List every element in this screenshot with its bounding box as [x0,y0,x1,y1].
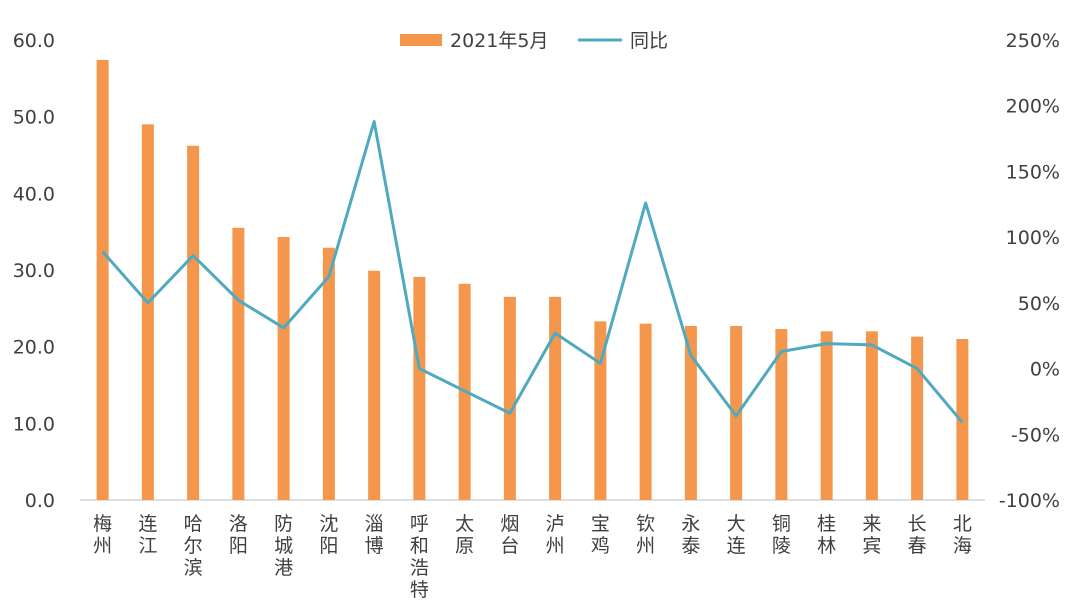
bar [594,321,607,500]
category-label: 呼和浩特 [410,513,429,601]
bar [503,296,516,500]
legend-bar-swatch [400,34,442,46]
bar [368,270,381,500]
bar [865,331,878,500]
left-tick-label: 20.0 [13,337,55,359]
axes: 0.0 10.0 20.0 30.0 40.0 50.0 60.0 -100% -50% 0% 50… [13,30,1060,601]
category-label: 连江 [138,513,157,557]
right-tick-label: 200% [1006,96,1060,118]
category-label: 钦州 [636,513,655,557]
category-label: 铜陵 [772,513,791,557]
category-label: 防城港 [274,513,293,579]
category-label: 沈阳 [319,513,338,557]
category-label: 桂林 [817,513,836,557]
legend-bar-label: 2021年5月 [450,30,548,52]
left-tick-label: 10.0 [13,413,55,435]
legend-line-label: 同比 [630,30,668,52]
bar [187,145,200,501]
bar-series [96,59,969,501]
right-tick-label: 50% [1018,293,1060,315]
legend: 2021年5月 同比 [400,30,668,52]
category-label: 长春 [908,513,927,557]
bar [775,329,788,500]
category-label: 泸州 [546,513,565,557]
category-label: 大连 [727,513,746,557]
bar [277,237,290,501]
left-tick-label: 50.0 [13,107,55,129]
left-tick-label: 40.0 [13,183,55,205]
category-label: 永泰 [681,513,700,557]
category-label: 来宾 [862,513,881,557]
right-tick-label: 250% [1006,30,1060,52]
line-series [101,119,964,424]
bar [96,59,109,500]
category-label: 北海 [953,513,972,557]
bar [232,227,245,501]
bar [820,331,833,500]
category-label: 梅州 [93,513,112,557]
bar [549,296,562,500]
right-tick-label: -100% [999,490,1060,512]
bar [911,336,924,500]
bar [413,276,426,500]
right-tick-label: 100% [1006,227,1060,249]
category-label: 宝鸡 [591,513,610,557]
category-label: 哈尔滨 [184,513,203,579]
bar [684,325,697,500]
yoy-line [101,119,964,424]
bar [141,124,154,500]
right-tick-label: 150% [1006,161,1060,183]
category-label: 洛阳 [229,513,248,557]
category-label: 淄博 [365,513,384,557]
bar [322,247,335,500]
bar [956,339,969,500]
category-label: 太原 [455,513,474,557]
left-tick-label: 60.0 [13,30,55,52]
bar [730,325,743,500]
category-label: 烟台 [500,513,519,557]
left-tick-label: 0.0 [25,490,55,512]
right-tick-label: 0% [1030,359,1060,381]
left-tick-label: 30.0 [13,260,55,282]
bar [639,323,652,500]
right-tick-label: -50% [1011,424,1060,446]
